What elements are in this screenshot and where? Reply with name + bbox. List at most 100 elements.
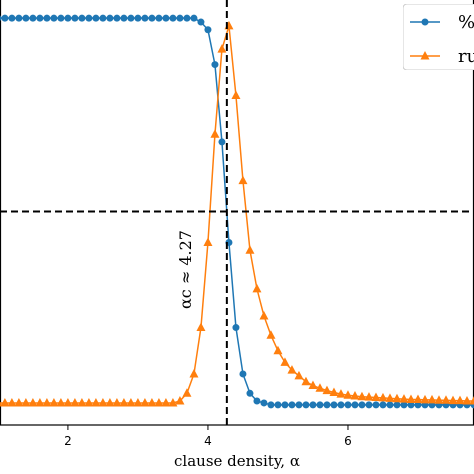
legend-label: ru xyxy=(458,46,474,67)
data-point xyxy=(364,392,374,401)
legend-label: % xyxy=(458,12,474,33)
data-point xyxy=(217,44,227,53)
data-point xyxy=(392,393,402,403)
data-point xyxy=(351,401,359,409)
data-point xyxy=(407,401,415,409)
data-point xyxy=(385,393,395,402)
data-point xyxy=(147,397,157,407)
data-point xyxy=(204,26,212,34)
data-point xyxy=(106,14,114,22)
data-point xyxy=(294,370,304,380)
data-point xyxy=(176,14,184,22)
data-point xyxy=(15,14,23,22)
data-point xyxy=(57,14,65,22)
data-point xyxy=(71,14,79,22)
data-point xyxy=(365,401,373,409)
data-point xyxy=(161,397,171,407)
data-point xyxy=(302,401,310,409)
data-point xyxy=(211,61,219,69)
data-point xyxy=(287,365,297,374)
data-point xyxy=(448,395,458,405)
data-point xyxy=(323,401,331,409)
data-point xyxy=(266,330,276,339)
data-point xyxy=(210,129,220,138)
data-point xyxy=(203,237,213,246)
data-point xyxy=(189,368,199,378)
data-point xyxy=(273,345,283,355)
data-point xyxy=(63,397,73,407)
data-point xyxy=(169,14,177,22)
data-point xyxy=(0,397,10,407)
x-axis-label: clause density, α xyxy=(174,452,300,470)
data-point xyxy=(99,14,107,22)
data-point xyxy=(148,14,156,22)
data-point xyxy=(462,396,472,405)
data-point xyxy=(455,395,465,405)
data-point xyxy=(70,397,80,407)
data-point xyxy=(231,90,241,100)
data-point xyxy=(414,401,422,409)
data-point xyxy=(441,395,451,404)
data-point xyxy=(56,397,66,407)
data-point xyxy=(91,397,101,407)
legend-marker xyxy=(421,18,429,26)
data-point xyxy=(267,401,275,409)
data-point xyxy=(92,14,100,22)
data-point xyxy=(400,401,408,409)
data-point xyxy=(134,14,142,22)
data-point xyxy=(77,397,87,407)
data-point xyxy=(112,397,122,407)
data-point xyxy=(357,391,367,401)
data-point xyxy=(322,385,332,395)
x-tick-label: 6 xyxy=(344,434,352,448)
data-point xyxy=(329,387,339,397)
data-point xyxy=(281,401,289,409)
plot-area xyxy=(0,14,474,409)
data-point xyxy=(196,322,206,332)
data-point xyxy=(0,15,2,21)
data-point xyxy=(379,401,387,409)
legend: % ru xyxy=(403,4,474,70)
data-point xyxy=(140,397,150,407)
data-point xyxy=(336,389,346,398)
data-point xyxy=(35,397,45,407)
data-point xyxy=(337,401,345,409)
legend-marker xyxy=(420,51,430,60)
data-point xyxy=(22,14,30,22)
data-point xyxy=(1,14,9,22)
data-point xyxy=(246,389,254,397)
data-point xyxy=(120,14,128,22)
data-point xyxy=(399,394,409,403)
data-point xyxy=(378,392,388,402)
data-point xyxy=(245,245,255,254)
annotation: αc ≈ 4.27 xyxy=(176,230,195,309)
data-point xyxy=(155,14,163,22)
data-point xyxy=(7,397,17,407)
series-line xyxy=(0,25,474,404)
data-point xyxy=(64,14,72,22)
data-point xyxy=(85,14,93,22)
data-point xyxy=(36,14,44,22)
data-point xyxy=(127,14,135,22)
data-point xyxy=(316,401,324,409)
x-tick-label: 4 xyxy=(204,434,212,448)
data-point xyxy=(190,14,198,22)
data-point xyxy=(343,390,353,399)
data-point xyxy=(14,397,24,407)
data-point xyxy=(49,397,59,407)
data-point xyxy=(315,383,325,392)
data-point xyxy=(175,396,185,405)
data-point xyxy=(154,397,164,407)
data-point xyxy=(434,395,444,404)
data-point xyxy=(358,401,366,409)
data-point xyxy=(308,380,318,390)
data-point xyxy=(288,401,296,409)
data-point xyxy=(239,370,247,378)
data-point xyxy=(372,401,380,409)
data-point xyxy=(119,397,129,407)
data-point xyxy=(260,399,268,407)
data-point xyxy=(126,397,136,407)
data-point xyxy=(29,14,37,22)
data-point xyxy=(105,397,115,407)
data-point xyxy=(133,397,143,407)
